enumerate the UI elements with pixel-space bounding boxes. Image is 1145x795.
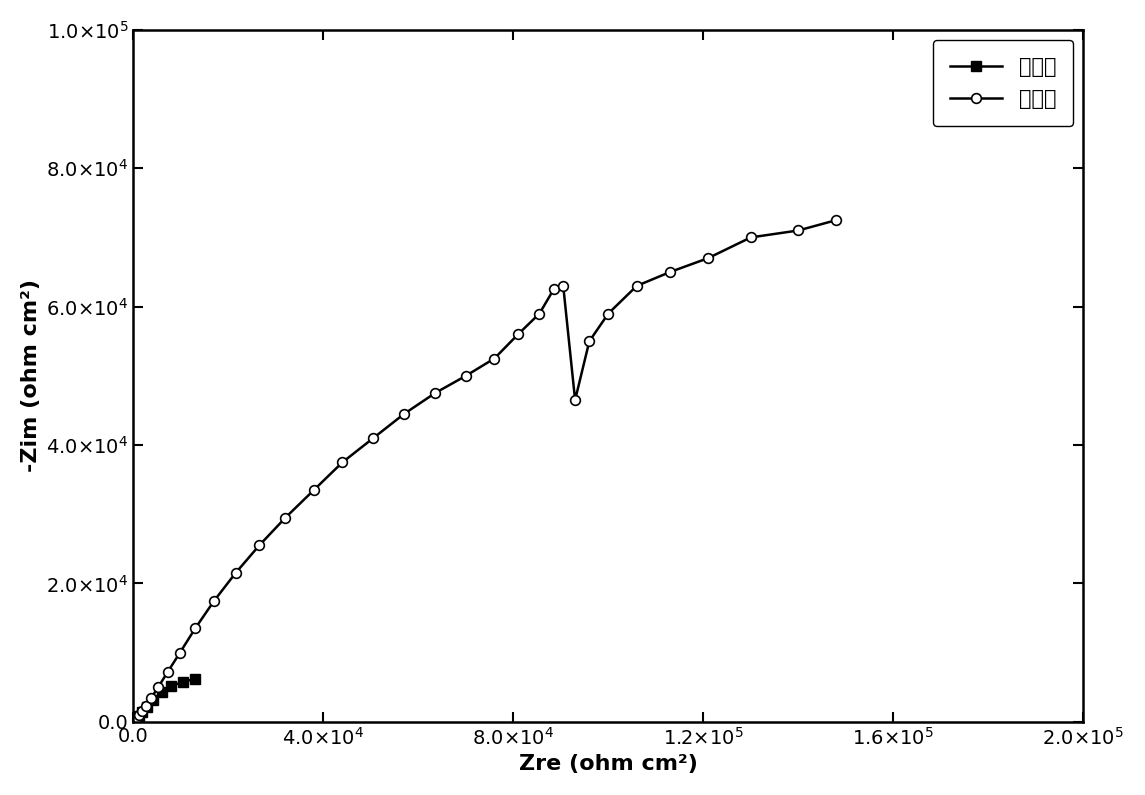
修复后: [583, 336, 597, 346]
修复后: [173, 648, 187, 657]
修复后: [601, 308, 615, 318]
修复后: [744, 233, 758, 242]
修复前: [188, 674, 202, 684]
修复后: [188, 623, 202, 633]
修复后: [568, 395, 582, 405]
修复前: [127, 717, 141, 727]
修复后: [139, 701, 152, 711]
修复后: [160, 667, 174, 677]
修复前: [147, 695, 160, 704]
修复前: [140, 702, 153, 712]
修复后: [131, 713, 144, 723]
修复后: [135, 707, 149, 716]
修复后: [547, 285, 561, 294]
修复前: [135, 708, 149, 717]
Line: 修复前: 修复前: [129, 674, 200, 727]
修复后: [229, 568, 243, 578]
修复后: [488, 354, 502, 363]
修复后: [511, 329, 524, 339]
修复后: [397, 409, 411, 419]
修复后: [791, 226, 805, 235]
修复前: [127, 716, 141, 726]
修复后: [252, 541, 266, 550]
Y-axis label: -Zim (ohm cm²): -Zim (ohm cm²): [21, 279, 41, 472]
修复后: [335, 458, 349, 467]
修复后: [207, 596, 221, 606]
Line: 修复后: 修复后: [129, 215, 842, 727]
修复前: [129, 714, 143, 723]
修复后: [129, 715, 143, 724]
修复后: [278, 513, 292, 522]
修复后: [127, 717, 141, 727]
修复前: [155, 688, 168, 697]
修复后: [829, 215, 843, 225]
修复后: [630, 281, 643, 291]
修复前: [176, 677, 190, 686]
修复后: [151, 682, 165, 692]
修复后: [144, 693, 158, 703]
修复后: [459, 371, 473, 381]
修复后: [556, 281, 570, 291]
修复后: [366, 433, 380, 443]
修复后: [128, 716, 142, 726]
X-axis label: Zre (ohm cm²): Zre (ohm cm²): [519, 754, 697, 774]
修复后: [532, 308, 546, 318]
修复后: [663, 267, 677, 277]
修复后: [307, 485, 321, 494]
修复后: [133, 711, 147, 720]
Legend: 修复前, 修复后: 修复前, 修复后: [933, 41, 1073, 126]
修复前: [132, 712, 145, 721]
修复前: [165, 681, 179, 691]
修复后: [127, 716, 141, 726]
修复后: [428, 388, 442, 398]
修复后: [701, 254, 714, 263]
修复前: [128, 716, 142, 725]
